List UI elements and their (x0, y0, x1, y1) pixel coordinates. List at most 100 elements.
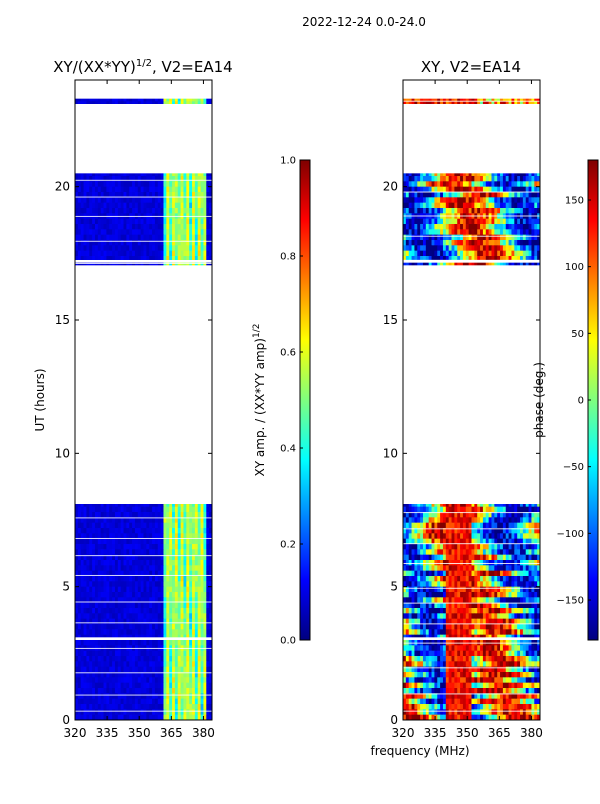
amplitude-heatmap-cell (183, 619, 186, 625)
amplitude-heatmap-cell (158, 603, 161, 609)
amplitude-heatmap-cell (146, 613, 149, 619)
amplitude-heatmap-cell (155, 203, 158, 209)
amplitude-heatmap-cell (84, 523, 87, 529)
amplitude-heatmap-cell (106, 544, 109, 550)
amplitude-heatmap-cell (132, 229, 135, 235)
amplitude-heatmap-cell (95, 208, 98, 214)
amplitude-heatmap-cell (126, 581, 129, 587)
amplitude-heatmap-cell (166, 592, 169, 598)
amplitude-heatmap-cell (189, 235, 192, 241)
amplitude-heatmap-cell (201, 624, 204, 630)
amplitude-heatmap-cell (104, 176, 107, 182)
amplitude-heatmap-cell (163, 624, 166, 630)
amplitude-heatmap-cell (169, 603, 172, 609)
amplitude-heatmap-cell (189, 608, 192, 614)
amplitude-heatmap-cell (186, 544, 189, 550)
amplitude-heatmap-cell (152, 544, 155, 550)
amplitude-heatmap-cell (138, 528, 141, 534)
amplitude-heatmap-cell (201, 181, 204, 187)
amplitude-heatmap-cell (189, 229, 192, 235)
amplitude-heatmap-cell (141, 581, 144, 587)
amplitude-heatmap-cell (201, 224, 204, 230)
amplitude-heatmap-cell (129, 512, 132, 518)
amplitude-heatmap-cell (146, 539, 149, 545)
amplitude-heatmap-cell (115, 549, 118, 555)
amplitude-heatmap-cell (95, 512, 98, 518)
amplitude-heatmap-cell (124, 560, 127, 566)
amplitude-heatmap-cell (186, 523, 189, 529)
amplitude-heatmap-cell (104, 219, 107, 225)
amplitude-heatmap-cell (163, 187, 166, 193)
amplitude-heatmap-cell (78, 576, 81, 582)
amplitude-heatmap-cell (161, 187, 164, 193)
amplitude-heatmap-cell (109, 603, 112, 609)
amplitude-heatmap-cell (78, 187, 81, 193)
amplitude-heatmap-cell (144, 224, 147, 230)
amplitude-heatmap-cell (201, 608, 204, 614)
amplitude-heatmap-cell (172, 603, 175, 609)
amplitude-heatmap-cell (112, 624, 115, 630)
amplitude-heatmap-cell (175, 608, 178, 614)
amplitude-heatmap-cell (178, 539, 181, 545)
amplitude-heatmap-cell (181, 608, 184, 614)
amplitude-heatmap-cell (135, 539, 138, 545)
amplitude-heatmap-cell (78, 592, 81, 598)
amplitude-heatmap-cell (124, 581, 127, 587)
amplitude-heatmap-cell (181, 587, 184, 593)
amplitude-heatmap-cell (206, 539, 209, 545)
amplitude-heatmap-cell (189, 245, 192, 251)
amplitude-heatmap-cell (149, 176, 152, 182)
amplitude-heatmap-cell (166, 208, 169, 214)
amplitude-heatmap-cell (135, 251, 138, 257)
amplitude-heatmap-cell (186, 576, 189, 582)
amplitude-heatmap-cell (129, 224, 132, 230)
amplitude-heatmap-cell (155, 251, 158, 257)
amplitude-heatmap-cell (206, 576, 209, 582)
amplitude-heatmap-cell (155, 544, 158, 550)
amplitude-heatmap-cell (121, 224, 124, 230)
amplitude-heatmap-cell (81, 549, 84, 555)
amplitude-heatmap-cell (161, 587, 164, 593)
amplitude-heatmap-cell (181, 629, 184, 635)
amplitude-heatmap-cell (89, 613, 92, 619)
amplitude-heatmap-cell (138, 603, 141, 609)
amplitude-heatmap-cell (181, 613, 184, 619)
amplitude-heatmap-cell (129, 603, 132, 609)
amplitude-heatmap-cell (163, 603, 166, 609)
amplitude-heatmap-cell (106, 187, 109, 193)
amplitude-heatmap-cell (121, 523, 124, 529)
amplitude-heatmap-cell (195, 197, 198, 203)
amplitude-heatmap-cell (155, 245, 158, 251)
amplitude-heatmap-cell (146, 624, 149, 630)
amplitude-heatmap-cell (189, 613, 192, 619)
amplitude-heatmap-cell (106, 560, 109, 566)
amplitude-heatmap-cell (201, 544, 204, 550)
amplitude-heatmap-cell (181, 507, 184, 513)
amplitude-heatmap-cell (203, 608, 206, 614)
amplitude-heatmap-cell (203, 208, 206, 214)
amplitude-heatmap-cell (98, 224, 101, 230)
amplitude-heatmap-cell (124, 613, 127, 619)
amplitude-heatmap-cell (98, 629, 101, 635)
amplitude-heatmap-cell (203, 592, 206, 598)
amplitude-heatmap-cell (124, 587, 127, 593)
amplitude-heatmap-cell (138, 581, 141, 587)
amplitude-heatmap-cell (149, 629, 152, 635)
amplitude-heatmap-cell (86, 603, 89, 609)
amplitude-heatmap-cell (169, 581, 172, 587)
amplitude-heatmap-cell (98, 208, 101, 214)
amplitude-heatmap-cell (183, 560, 186, 566)
amplitude-heatmap-cell (92, 187, 95, 193)
amplitude-heatmap-cell (104, 581, 107, 587)
amplitude-heatmap-cell (121, 603, 124, 609)
amplitude-heatmap-cell (92, 565, 95, 571)
amplitude-heatmap-cell (132, 592, 135, 598)
amplitude-heatmap-cell (192, 219, 195, 225)
amplitude-heatmap-cell (121, 613, 124, 619)
amplitude-heatmap-cell (106, 613, 109, 619)
amplitude-heatmap-cell (178, 523, 181, 529)
amplitude-heatmap-cell (95, 507, 98, 513)
amplitude-heatmap-cell (121, 549, 124, 555)
amplitude-heatmap-cell (121, 235, 124, 241)
amplitude-heatmap-cell (101, 603, 104, 609)
